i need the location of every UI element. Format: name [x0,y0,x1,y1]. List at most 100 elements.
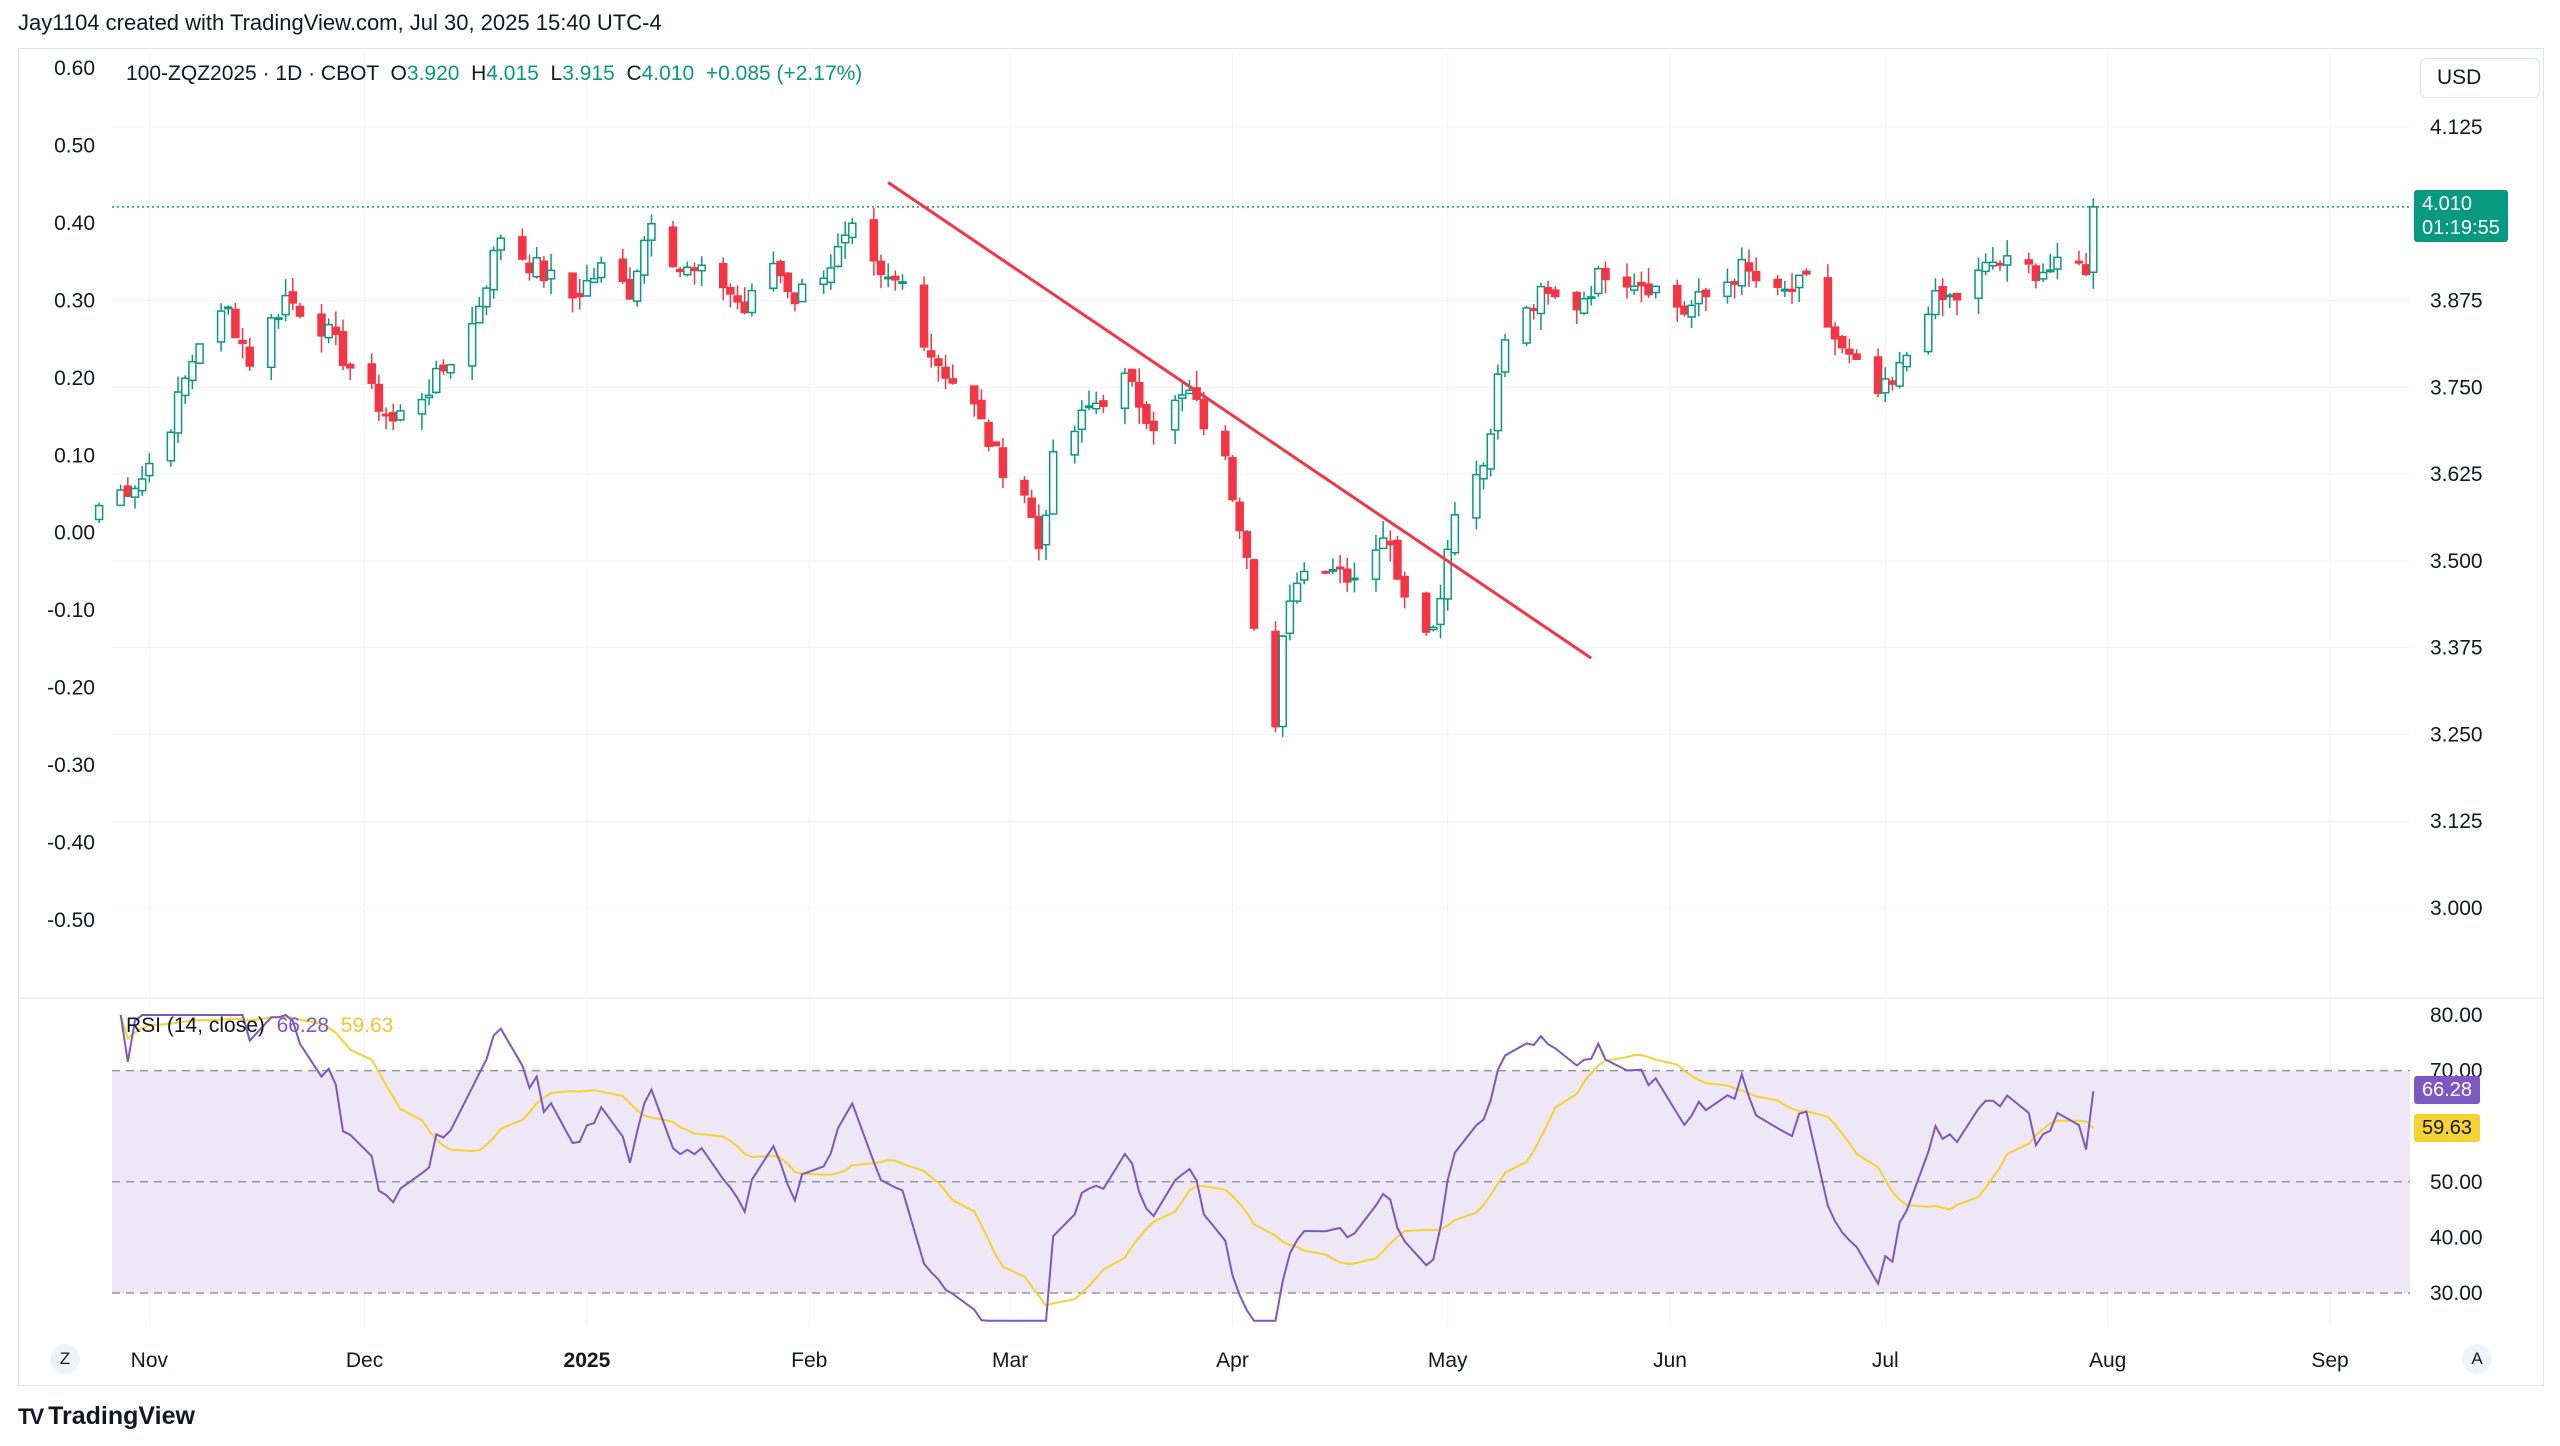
candle-body [1249,559,1259,629]
candle-body [776,260,785,277]
time-axis[interactable]: Nov Dec 2025 Feb Mar Apr May Jun Jul Aug Sep [131,1349,2349,1372]
time-tick-label: Jun [1653,1349,1687,1372]
candle-body [1221,430,1230,457]
candle-body [288,291,298,304]
candle-body [1228,457,1237,501]
candle-body [1852,353,1861,360]
trendline-drawing[interactable] [887,181,1593,660]
candle-body [1974,269,1983,299]
candle-body [840,234,850,244]
candle-body [1529,308,1539,312]
candle-body [876,260,886,276]
candle-body [1299,570,1309,581]
time-tick-label: Aug [2089,1349,2126,1372]
candle-body [941,366,950,379]
last-price-badge: 4.010 01:19:55 [2414,190,2508,242]
candle-body [1378,537,1388,550]
candle-body [668,226,678,268]
left-tick-label: -0.50 [47,909,95,932]
candle-body [926,350,936,358]
candle-body [1945,294,1955,298]
candle-body [726,286,735,295]
candle-body [1479,465,1488,480]
rsi-line [119,1013,2095,1322]
candle-body [2002,255,2012,266]
bar-countdown: 01:19:55 [2422,217,2500,239]
candle-body [489,249,498,291]
price-axis[interactable]: 4.125 3.875 3.750 3.625 3.500 3.375 3.250 3.125… [2430,116,2483,1305]
candle-body [1651,285,1660,294]
candle-body [417,398,427,415]
candle-body [532,257,541,278]
auto-scale-button[interactable]: A [2462,1344,2492,1374]
candle-body [819,277,828,286]
candle-body [675,268,685,273]
left-tick-label: -0.10 [47,599,95,622]
currency-selector[interactable]: USD [2420,58,2540,98]
candle-body [525,262,534,274]
candle-body [195,343,204,364]
time-tick-label: Nov [131,1349,169,1372]
candle-body [1120,372,1130,409]
time-tick-label: Apr [1216,1349,1249,1372]
candle-body [1988,261,1998,267]
candle-body [1142,404,1151,424]
candle-body [1536,285,1546,315]
left-tick-label: -0.20 [47,677,95,700]
candle-body [381,413,391,417]
candle-body [1723,281,1732,298]
candle-body [2045,269,2055,273]
downtrend-line [887,181,1593,660]
candle-body [1242,531,1252,558]
candle-body [295,305,305,317]
candle-body [2074,260,2084,264]
candle-body [1134,381,1144,408]
candle-body [1830,326,1840,340]
zoom-reset-button[interactable]: Z [50,1344,80,1374]
price-tick-label: 3.750 [2430,376,2483,399]
candle-body [1701,289,1711,298]
candle-body [94,504,104,521]
candle-body [1027,497,1036,518]
candle-body [1235,501,1244,532]
candle-body [1751,270,1761,282]
candle-body [1020,479,1029,496]
candle-body [718,263,728,289]
candle-body [977,399,986,420]
candle-body [1185,389,1194,395]
candle-body [1543,287,1553,294]
candle-body [1924,313,1933,353]
candle-body [1436,597,1445,626]
open-value: 3.920 [406,62,460,85]
candle-body [740,301,749,314]
left-tick-label: -0.30 [47,754,95,777]
candle-body [1744,262,1754,272]
price-tick-label: 3.875 [2430,290,2483,313]
candle-body [625,278,635,300]
candle-body [245,346,255,367]
candle-body [1737,258,1747,287]
time-tick-label: May [1428,1349,1468,1372]
candle-body [173,391,183,434]
candle-body [1787,288,1797,292]
candle-body [1048,451,1058,515]
candle-body [424,394,434,399]
candle-body [589,277,599,284]
rsi-value: 66.28 [276,1014,330,1037]
candle-body [1084,405,1094,409]
price-tick-label: 3.375 [2430,637,2483,660]
candle-body [231,308,240,339]
candle-body [1178,394,1187,400]
candle-body [1601,267,1610,281]
candle-body [2053,256,2062,270]
tradingview-logo: TV TradingView [18,1402,195,1431]
candle-body [396,410,405,421]
left-axis: 0.60 0.50 0.40 0.30 0.20 0.10 0.00 -0.10 -0.20 -0… [47,57,95,932]
candle-body [1687,304,1696,318]
rsi-legend: RSI (14, close) 66.28 59.63 [126,1014,393,1038]
candle-body [2081,264,2091,275]
candle-body [1895,361,1904,387]
chart-frame [18,48,2544,1386]
rsi-ma-badge: 59.63 [2414,1114,2481,1142]
